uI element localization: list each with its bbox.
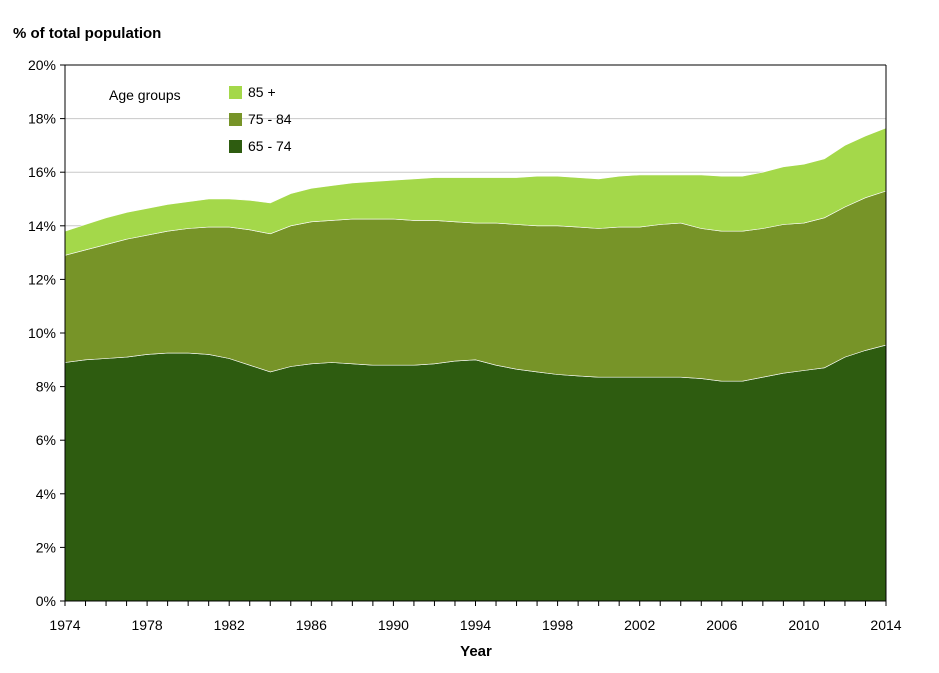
y-tick-label: 8%: [36, 379, 56, 395]
y-tick-label: 20%: [28, 57, 56, 73]
legend-swatch-85: [229, 86, 242, 99]
legend-label-85: 85 +: [248, 84, 276, 100]
y-axis-title: % of total population: [13, 25, 161, 42]
area-series-65-74: [64, 344, 887, 602]
y-tick-label: 0%: [36, 593, 56, 609]
y-tick-labels: 0% 2% 4% 6% 8% 10% 12% 14% 16% 18% 20%: [28, 57, 65, 609]
x-tick-label: 2006: [706, 617, 737, 633]
y-tick-label: 2%: [36, 539, 56, 555]
x-tick-label: 1982: [214, 617, 245, 633]
x-tick-label: 1990: [378, 617, 409, 633]
y-tick-label: 6%: [36, 432, 56, 448]
y-tick-label: 10%: [28, 325, 56, 341]
y-tick-label: 4%: [36, 486, 56, 502]
legend: Age groups 85 + 75 - 84 65 - 74: [109, 84, 292, 154]
x-tick-label: 1994: [460, 617, 491, 633]
y-tick-label: 16%: [28, 164, 56, 180]
y-tick-label: 18%: [28, 111, 56, 127]
y-tick-label: 14%: [28, 218, 56, 234]
legend-swatch-65-74: [229, 140, 242, 153]
x-axis-title: Year: [460, 643, 492, 660]
legend-swatch-75-84: [229, 113, 242, 126]
area-series-group: [64, 127, 887, 602]
x-tick-label: 2014: [870, 617, 901, 633]
x-tick-label: 1986: [296, 617, 327, 633]
x-tick-label: 1998: [542, 617, 573, 633]
x-tick-label: 2010: [788, 617, 819, 633]
legend-label-65-74: 65 - 74: [248, 138, 292, 154]
x-tick-label: 1974: [49, 617, 80, 633]
legend-label-75-84: 75 - 84: [248, 111, 292, 127]
x-tick-label: 2002: [624, 617, 655, 633]
legend-title: Age groups: [109, 87, 181, 103]
x-tick-label: 1978: [132, 617, 163, 633]
y-tick-label: 12%: [28, 271, 56, 287]
x-tick-labels: 1974 1978 1982 1986 1990 1994 1998 2002 2006 2010…: [49, 601, 902, 633]
